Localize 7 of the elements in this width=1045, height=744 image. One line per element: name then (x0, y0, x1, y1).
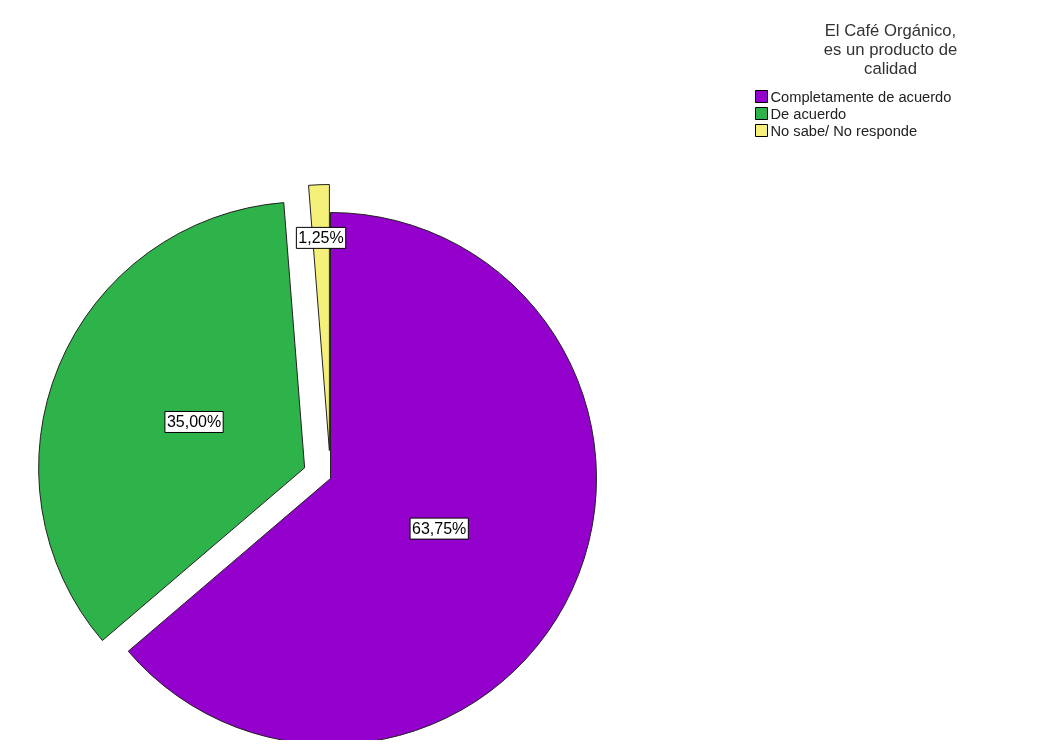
legend-label: No sabe/ No responde (770, 122, 918, 139)
legend-label: Completamente de acuerdo (770, 88, 952, 105)
data-label: 1,25% (298, 229, 344, 247)
data-label: 35,00% (166, 413, 222, 431)
legend-title: El Café Orgánico, es un producto de calidad (823, 20, 958, 78)
legend-label: De acuerdo (770, 105, 847, 122)
data-label: 63,75% (412, 520, 467, 538)
